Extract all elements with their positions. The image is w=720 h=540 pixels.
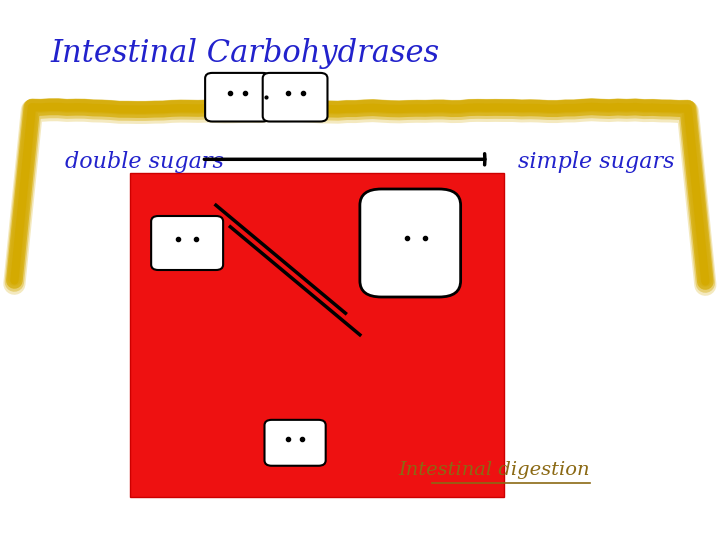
Text: double sugars: double sugars: [65, 151, 224, 173]
FancyBboxPatch shape: [360, 189, 461, 297]
Text: simple sugars: simple sugars: [518, 151, 675, 173]
FancyBboxPatch shape: [205, 73, 270, 122]
FancyBboxPatch shape: [151, 216, 223, 270]
Text: Intestinal digestion: Intestinal digestion: [399, 461, 590, 479]
FancyBboxPatch shape: [264, 420, 325, 465]
FancyBboxPatch shape: [130, 173, 504, 497]
Text: Intestinal Carbohydrases: Intestinal Carbohydrases: [50, 38, 439, 69]
FancyBboxPatch shape: [263, 73, 328, 122]
